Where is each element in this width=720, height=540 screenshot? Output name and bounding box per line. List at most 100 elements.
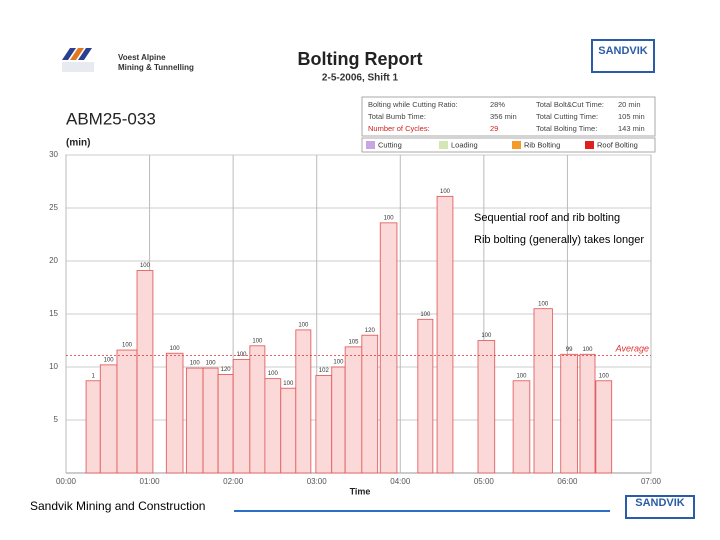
bar-label: 100 xyxy=(206,361,217,367)
footer-brand-box xyxy=(625,495,695,519)
bar-label: 100 xyxy=(104,357,115,363)
stat-cell: Total Bolt&Cut Time: xyxy=(536,100,604,109)
cycle-bar xyxy=(595,380,613,474)
legend-label: Cutting xyxy=(378,140,402,149)
footer-brand: SANDVIK xyxy=(635,497,685,509)
report-title: Bolting Report xyxy=(298,49,423,69)
cycle-bar xyxy=(331,366,346,474)
y-tick-label: 30 xyxy=(49,150,58,159)
y-tick-label: 10 xyxy=(49,362,58,371)
y-tick-label: 5 xyxy=(54,415,59,424)
cycle-bar xyxy=(379,222,398,474)
bar-label: 100 xyxy=(538,301,549,307)
x-axis-label: Time xyxy=(350,486,371,496)
x-tick-label: 00:00 xyxy=(56,477,77,486)
legend-box xyxy=(361,137,656,153)
cycle-bar xyxy=(217,374,234,474)
cycle-bar xyxy=(264,378,282,474)
bar-label: 100 xyxy=(333,360,344,366)
bar-label: 100 xyxy=(252,338,263,344)
stat-cell: Total Bumb Time: xyxy=(368,112,426,121)
y-axis-label: (min) xyxy=(66,138,90,149)
cycle-bar xyxy=(85,380,101,474)
x-tick-label: 06:00 xyxy=(557,477,578,486)
bar-label: 100 xyxy=(440,189,451,195)
cycle-bar xyxy=(136,270,154,474)
cycle-bar xyxy=(165,352,184,474)
bar-label: 100 xyxy=(283,381,294,387)
stat-cell: Total Cutting Time: xyxy=(536,112,598,121)
company-name: Mining & Tunnelling xyxy=(118,63,194,72)
bar-label: 100 xyxy=(298,322,309,328)
stat-cell: 105 min xyxy=(618,112,645,121)
bar-label: 100 xyxy=(599,373,610,379)
x-tick-label: 04:00 xyxy=(390,477,411,486)
legend-swatch xyxy=(512,141,521,149)
cycle-bar xyxy=(295,329,312,474)
stats-box xyxy=(361,96,656,137)
bar-label: 100 xyxy=(122,343,133,349)
legend-swatch xyxy=(366,141,375,149)
bar-label: 1 xyxy=(91,373,95,379)
y-tick-label: 25 xyxy=(49,203,58,212)
cycle-bar xyxy=(280,387,297,474)
bar-label: 100 xyxy=(384,215,395,221)
bar-label: 100 xyxy=(420,312,431,318)
legend-swatch xyxy=(439,141,448,149)
x-tick-label: 01:00 xyxy=(140,477,161,486)
bar-label: 105 xyxy=(348,339,359,345)
stat-cell: Total Bolting Time: xyxy=(536,124,597,133)
brand-logo: SANDVIK xyxy=(598,45,648,57)
cycle-bar xyxy=(477,340,496,474)
x-tick-label: 07:00 xyxy=(641,477,662,486)
cycle-bar xyxy=(579,353,596,474)
average-label: Average xyxy=(615,344,649,354)
annotation: Rib bolting (generally) takes longer xyxy=(474,234,644,246)
footer-text: Sandvik Mining and Construction xyxy=(30,499,205,513)
cycle-bar xyxy=(417,318,434,474)
stat-cell: 29 xyxy=(490,124,498,133)
stat-cell: Bolting while Cutting Ratio: xyxy=(368,100,458,109)
bar-label: 100 xyxy=(190,361,201,367)
bar-label: 100 xyxy=(236,352,247,358)
bar-label: 100 xyxy=(170,346,181,352)
x-tick-label: 02:00 xyxy=(223,477,244,486)
stat-cell: 20 min xyxy=(618,100,641,109)
bar-label: 100 xyxy=(268,371,279,377)
x-tick-label: 03:00 xyxy=(307,477,328,486)
brand-box xyxy=(591,39,655,73)
y-tick-label: 20 xyxy=(49,256,58,265)
bar-label: 100 xyxy=(140,263,151,269)
cycle-bar xyxy=(99,364,118,474)
cycle-bar xyxy=(202,367,219,474)
cycle-bar xyxy=(560,353,578,474)
stat-cell: 143 min xyxy=(618,124,645,133)
annotation: Sequential roof and rib bolting xyxy=(474,212,620,224)
legend-swatch xyxy=(585,141,594,149)
bar-label: 100 xyxy=(516,373,527,379)
cycle-bar xyxy=(436,195,454,474)
legend-label: Rib Bolting xyxy=(524,140,560,149)
bar-label: 100 xyxy=(481,333,492,339)
company-logo xyxy=(62,48,94,72)
report-subtitle: 2-5-2006, Shift 1 xyxy=(322,73,399,84)
y-tick-label: 15 xyxy=(49,309,58,318)
bar-label: 99 xyxy=(566,347,573,353)
cycle-bar xyxy=(533,308,553,474)
company-name: Voest Alpine xyxy=(118,53,166,62)
stat-cell: 356 min xyxy=(490,112,517,121)
legend-label: Loading xyxy=(451,140,478,149)
cycle-bar xyxy=(185,367,204,474)
bar-label: 100 xyxy=(582,347,593,353)
cycle-bar xyxy=(249,345,266,474)
bar-label: 120 xyxy=(221,367,232,373)
cycle-bar xyxy=(116,349,138,474)
legend-label: Roof Bolting xyxy=(597,140,638,149)
cycle-bar xyxy=(232,359,251,474)
cycle-bar xyxy=(512,380,531,474)
stat-cell: 28% xyxy=(490,100,505,109)
cycle-bar xyxy=(344,346,363,474)
bar-label: 102 xyxy=(319,368,330,374)
cycle-bar xyxy=(361,334,379,474)
